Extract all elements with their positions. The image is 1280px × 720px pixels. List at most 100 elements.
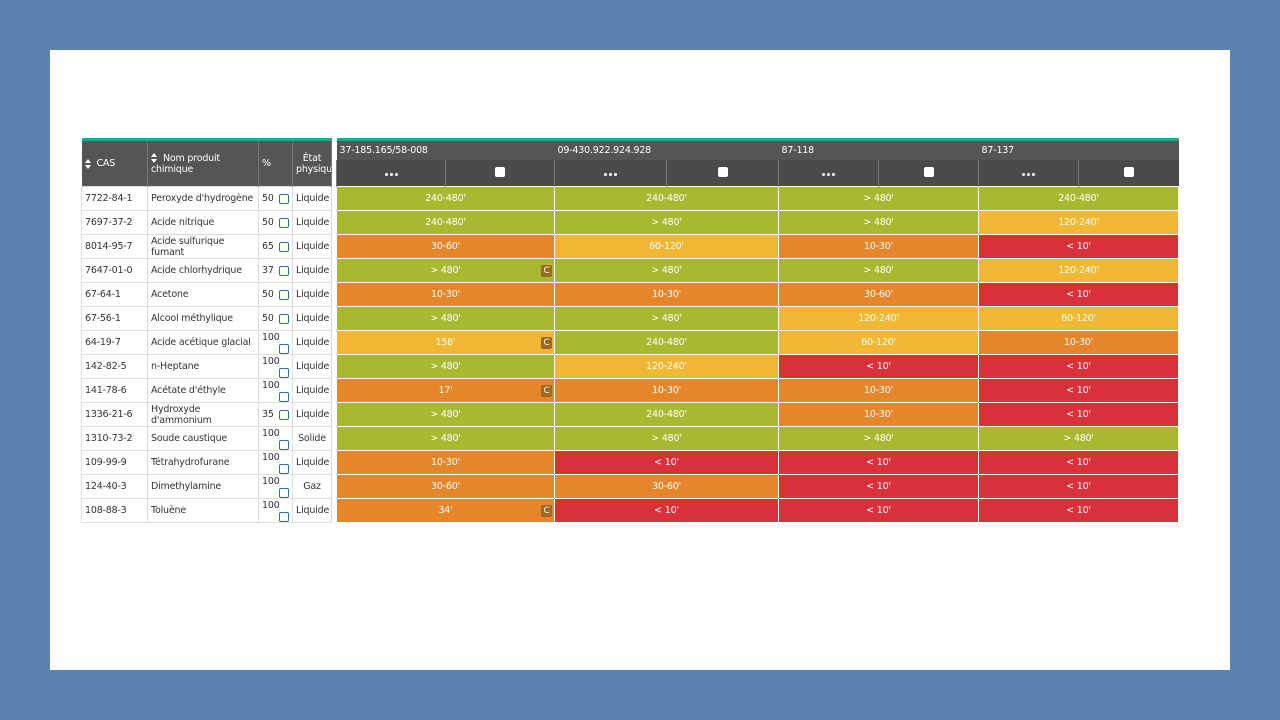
edit-icon[interactable] — [279, 439, 289, 450]
gap — [331, 450, 337, 475]
result-value: 10-30' — [864, 409, 894, 420]
edit-icon[interactable] — [279, 266, 289, 276]
edit-icon[interactable] — [279, 314, 289, 324]
result-value: < 10' — [866, 457, 891, 468]
gap — [331, 210, 337, 235]
edit-icon[interactable] — [279, 343, 289, 354]
sort-icon[interactable] — [84, 158, 91, 169]
result-cell: 30-60' — [778, 282, 980, 307]
result-value: > 480' — [863, 217, 894, 228]
panel: CAS Nom produit chimique % État physique… — [50, 50, 1230, 670]
dot — [1027, 172, 1031, 176]
result-cell: 120-240' — [978, 210, 1180, 235]
result-cell: < 10' — [978, 282, 1180, 307]
badge: C — [541, 384, 553, 397]
result-cell: 60-120' — [978, 306, 1180, 331]
cas: 7647-01-0 — [81, 258, 148, 283]
state: Liquide — [292, 330, 332, 355]
result-value: > 480' — [651, 433, 682, 444]
edit-icon[interactable] — [279, 242, 289, 252]
cas: 67-56-1 — [81, 306, 148, 331]
menu-button[interactable] — [978, 160, 1079, 187]
select-cell — [1078, 160, 1179, 187]
gap — [331, 258, 337, 283]
percent-value: 50 — [262, 193, 274, 204]
result-cell: > 480' — [335, 306, 556, 331]
header-text: Nom produit chimique — [151, 152, 220, 175]
header-text: CAS — [96, 158, 116, 169]
edit-icon[interactable] — [279, 391, 289, 402]
result-value: < 10' — [1066, 361, 1091, 372]
gap — [331, 330, 337, 355]
state: Liquide — [292, 402, 332, 427]
result-cell: > 480' — [978, 426, 1180, 451]
percent-value: 37 — [262, 265, 274, 276]
result-value: > 480' — [651, 313, 682, 324]
menu-button[interactable] — [336, 160, 446, 187]
result-value: > 480' — [430, 313, 461, 324]
result-value: 240-480' — [1058, 193, 1099, 204]
badge: C — [541, 264, 553, 277]
result-cell: < 10' — [978, 474, 1180, 499]
edit-icon[interactable] — [279, 511, 289, 522]
select-cell — [666, 160, 779, 187]
sort-icon[interactable] — [151, 153, 157, 163]
state: Liquide — [292, 450, 332, 475]
percent: 100 — [258, 330, 293, 355]
result-cell: > 480' — [554, 210, 780, 235]
name-header[interactable]: Nom produit chimique — [147, 138, 259, 187]
percent-value: 50 — [262, 289, 274, 300]
cas: 124-40-3 — [81, 474, 148, 499]
menu-button[interactable] — [554, 160, 667, 187]
row: 141-78-6 Acétate d'éthyle 100 Liquide 17' C 10… — [81, 378, 1180, 403]
percent: 100 — [258, 450, 293, 475]
percent-value: 100 — [262, 427, 280, 439]
result-value: 240-480' — [646, 409, 687, 420]
gap — [331, 234, 337, 259]
edit-icon[interactable] — [279, 290, 289, 300]
cas-header[interactable]: CAS — [81, 138, 148, 187]
row: 124-40-3 Dimethylamine 100 Gaz 30-60' 30-60' <… — [81, 474, 1180, 499]
edit-icon[interactable] — [279, 487, 289, 498]
checkbox[interactable] — [717, 166, 728, 177]
result-value: < 10' — [654, 457, 679, 468]
gap — [331, 378, 337, 403]
state: Liquide — [292, 498, 332, 523]
edit-icon[interactable] — [279, 410, 289, 420]
row: 108-88-3 Toluène 100 Liquide 34' C < 10' < 10' <… — [81, 498, 1180, 523]
result-value: > 480' — [651, 217, 682, 228]
state: Liquide — [292, 306, 332, 331]
badge: C — [541, 336, 553, 349]
checkbox[interactable] — [1123, 166, 1134, 177]
product-name: Acide sulfurique fumant — [147, 234, 259, 259]
menu-button[interactable] — [778, 160, 879, 187]
result-cell: 10-30' — [554, 282, 780, 307]
result-value: 30-60' — [430, 241, 461, 252]
edit-icon[interactable] — [279, 194, 289, 204]
edit-icon[interactable] — [279, 218, 289, 228]
result-value: 10-30' — [652, 289, 682, 300]
result-cell: 10-30' — [335, 450, 556, 475]
result-cell: 240-480' — [335, 210, 556, 235]
percent-value: 100 — [262, 331, 280, 343]
state: Solide — [292, 426, 332, 451]
result-cell: < 10' — [978, 234, 1180, 259]
checkbox[interactable] — [923, 166, 934, 177]
row: 142-82-5 n-Heptane 100 Liquide > 480' 120-240… — [81, 354, 1180, 379]
result-cell: > 480' — [335, 402, 556, 427]
product-name: Soude caustique — [147, 426, 259, 451]
result-value: > 480' — [863, 265, 894, 276]
result-value: > 480' — [430, 409, 461, 420]
edit-icon[interactable] — [279, 367, 289, 378]
result-cell: 120-240' — [978, 258, 1180, 283]
edit-icon[interactable] — [279, 463, 289, 474]
result-cell: > 480' — [778, 186, 980, 211]
product-header: 87-137 — [978, 138, 1179, 160]
product-name: Acétate d'éthyle — [147, 378, 259, 403]
percent: 100 — [258, 426, 293, 451]
dot — [609, 172, 613, 176]
result-value: 240-480' — [425, 193, 466, 204]
dots-icon — [1022, 172, 1036, 176]
checkbox[interactable] — [495, 166, 505, 177]
dot — [614, 172, 618, 176]
